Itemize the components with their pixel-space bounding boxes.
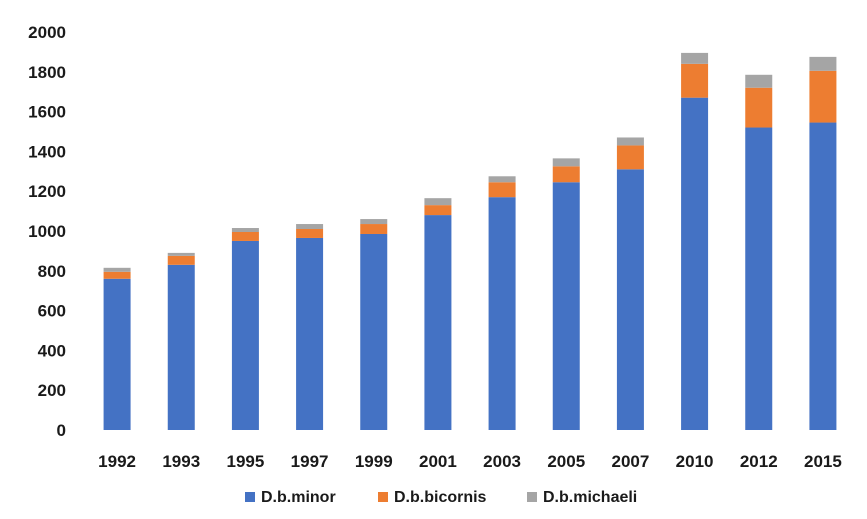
y-tick-label: 1800 <box>28 63 66 82</box>
y-tick-label: 400 <box>38 341 66 360</box>
bar-segment-d-b-minor-2003 <box>488 197 516 430</box>
bar-segment-d-b-minor-2010 <box>681 97 709 431</box>
y-tick-label: 1200 <box>28 182 66 201</box>
bar-segment-d-b-bicornis-2005 <box>552 166 580 183</box>
bar-segment-d-b-michaeli-1995 <box>231 228 259 232</box>
bar-segment-d-b-minor-1995 <box>231 240 259 430</box>
bar-segment-d-b-minor-1992 <box>103 278 131 430</box>
bar-segment-d-b-bicornis-1995 <box>231 231 259 241</box>
legend-swatch-d-b-minor <box>245 492 255 502</box>
bar-segment-d-b-michaeli-1993 <box>167 252 195 256</box>
bar-segment-d-b-michaeli-2005 <box>552 158 580 167</box>
x-tick-label: 1999 <box>355 452 393 471</box>
bar-segment-d-b-michaeli-2003 <box>488 176 516 183</box>
bar-segment-d-b-michaeli-1997 <box>296 224 324 230</box>
bar-segment-d-b-bicornis-2007 <box>616 145 644 170</box>
bar-segment-d-b-bicornis-2003 <box>488 182 516 198</box>
bar-segment-d-b-minor-2005 <box>552 182 580 430</box>
y-tick-label: 1000 <box>28 222 66 241</box>
y-axis: 0 200 400 600 800 1000 1200 1400 1600 1800 2000 <box>28 23 66 440</box>
bar-segment-d-b-minor-1997 <box>296 237 324 430</box>
bar-segment-d-b-michaeli-2012 <box>745 74 773 88</box>
x-tick-label: 2005 <box>547 452 585 471</box>
bar-segment-d-b-minor-2001 <box>424 215 452 430</box>
bar-segment-d-b-minor-1999 <box>360 233 388 430</box>
x-tick-label: 2003 <box>483 452 521 471</box>
bar-segment-d-b-bicornis-2012 <box>745 87 773 128</box>
x-tick-label: 1992 <box>98 452 136 471</box>
x-axis: 1992 1993 1995 1997 1999 2001 2003 2005 2007 2010… <box>98 452 842 471</box>
bar-segment-d-b-bicornis-2001 <box>424 205 452 216</box>
bar-segment-d-b-minor-2007 <box>616 169 644 430</box>
y-tick-label: 0 <box>57 421 66 440</box>
bar-segment-d-b-bicornis-1993 <box>167 255 195 265</box>
bar-segment-d-b-minor-2012 <box>745 127 773 431</box>
legend-label: D.b.michaeli <box>543 489 637 506</box>
y-tick-label: 600 <box>38 302 66 321</box>
y-tick-label: 800 <box>38 262 66 281</box>
bar-segment-d-b-minor-2015 <box>809 122 837 431</box>
y-tick-label: 1600 <box>28 103 66 122</box>
bars <box>103 52 837 431</box>
y-tick-label: 2000 <box>28 23 66 42</box>
x-tick-label: 1995 <box>227 452 265 471</box>
bar-segment-d-b-bicornis-1997 <box>296 229 324 238</box>
y-tick-label: 1400 <box>28 142 66 161</box>
x-tick-label: 2007 <box>612 452 650 471</box>
bar-segment-d-b-michaeli-2015 <box>809 56 837 71</box>
bar-segment-d-b-michaeli-1999 <box>360 219 388 225</box>
bar-segment-d-b-michaeli-1992 <box>103 267 131 272</box>
legend-swatch-d-b-bicornis <box>378 492 388 502</box>
y-tick-label: 200 <box>38 381 66 400</box>
bar-segment-d-b-bicornis-1999 <box>360 224 388 234</box>
legend-swatch-d-b-michaeli <box>527 492 537 502</box>
legend-label: D.b.minor <box>261 489 336 506</box>
bar-segment-d-b-michaeli-2007 <box>616 137 644 146</box>
bar-segment-d-b-michaeli-2001 <box>424 198 452 206</box>
bar-segment-d-b-bicornis-1992 <box>103 271 131 279</box>
x-tick-label: 1993 <box>162 452 200 471</box>
x-tick-label: 1997 <box>291 452 329 471</box>
x-tick-label: 2001 <box>419 452 457 471</box>
legend-label: D.b.bicornis <box>394 489 487 506</box>
x-tick-label: 2015 <box>804 452 842 471</box>
x-tick-label: 2010 <box>676 452 714 471</box>
legend: D.b.minor D.b.bicornis D.b.michaeli <box>245 489 637 506</box>
x-tick-label: 2012 <box>740 452 778 471</box>
bar-segment-d-b-michaeli-2010 <box>681 52 709 64</box>
bar-segment-d-b-bicornis-2010 <box>681 63 709 98</box>
bar-segment-d-b-minor-1993 <box>167 264 195 430</box>
bar-segment-d-b-bicornis-2015 <box>809 70 837 123</box>
